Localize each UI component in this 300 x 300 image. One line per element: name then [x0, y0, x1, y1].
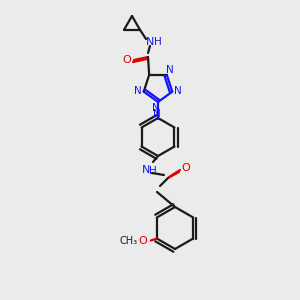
Text: CH₃: CH₃ [120, 236, 138, 245]
Text: O: O [138, 236, 147, 247]
Text: N: N [152, 103, 160, 113]
Text: H: H [149, 166, 157, 176]
Text: N: N [166, 65, 174, 75]
Text: N: N [174, 85, 182, 96]
Text: N: N [146, 37, 154, 47]
Text: N: N [142, 165, 150, 175]
Text: N: N [134, 85, 142, 96]
Text: N: N [153, 109, 161, 119]
Text: O: O [182, 163, 190, 173]
Text: H: H [154, 37, 161, 47]
Text: O: O [123, 55, 131, 65]
